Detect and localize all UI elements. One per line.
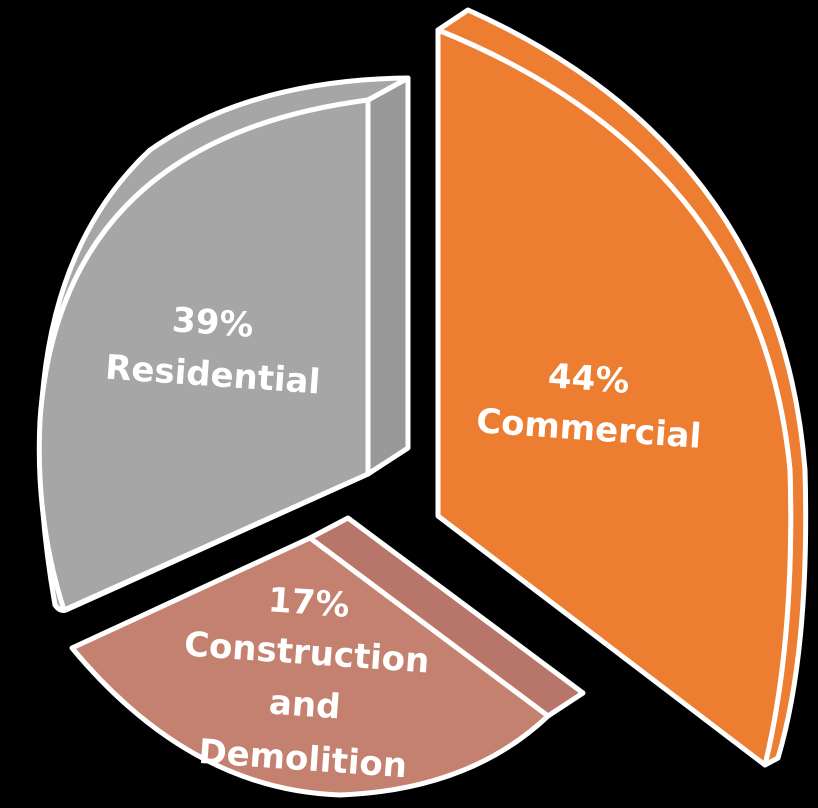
slice-residential-face — [36, 97, 371, 613]
slice-commercial: 44% Commercial — [435, 7, 809, 768]
slice-residential-pct: 39% — [171, 300, 255, 346]
slice-construction-face — [69, 535, 551, 798]
slice-commercial-pct: 44% — [547, 356, 631, 402]
slice-construction-pct: 17% — [267, 580, 351, 626]
slice-construction-label-line2: and — [268, 683, 342, 728]
slice-residential-side — [365, 75, 411, 477]
slice-residential: 39% Residential — [36, 75, 411, 613]
slice-commercial-face — [435, 27, 794, 768]
slice-construction: 17% Construction and Demolition — [69, 515, 586, 798]
